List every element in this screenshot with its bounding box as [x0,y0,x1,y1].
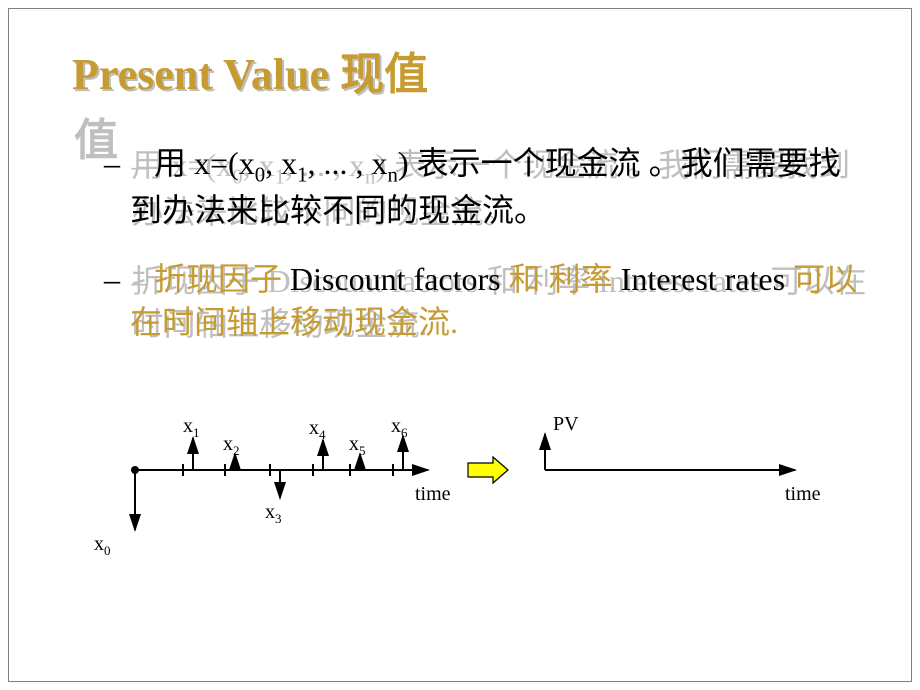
label-time-right: time [785,483,821,506]
label-x1: x1 [183,415,200,441]
label-x4: x4 [309,417,326,443]
label-x6: x6 [391,415,408,441]
label-x2: x2 [223,433,240,459]
bullet-dash: – [104,145,120,181]
bullet-2: – – 折现因子 Discount factors 和 利率 Interest … [130,258,870,344]
label-x0: x0 [94,533,111,559]
bullet-dash: – [104,261,120,297]
bullet-1: – – 用 x=(x0, x1, ... , xn) 表示一个现金流 。我们需要… [130,142,870,233]
slide-title: Present Value 现值 Present Value 现值 [72,38,428,102]
label-time-left: time [415,483,451,506]
diagram-area: x0 x1 x2 x3 x4 x5 x6 time PV time [95,415,845,605]
label-x5: x5 [349,433,366,459]
label-x3: x3 [265,501,282,527]
title-text: Present Value 现值 [72,50,428,99]
transform-arrow-icon [468,457,508,483]
label-pv: PV [553,413,579,436]
cashflow-diagram [95,415,845,605]
